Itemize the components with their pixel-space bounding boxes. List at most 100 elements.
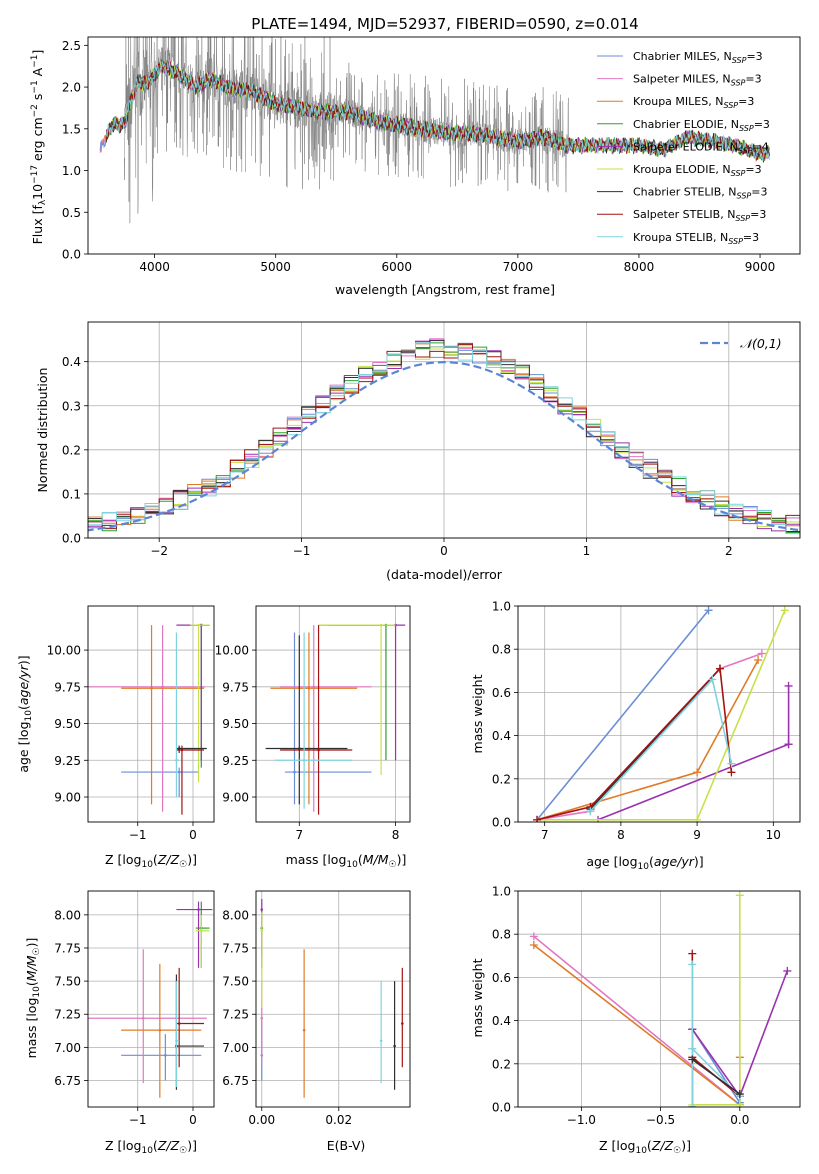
- mass_vs_Z-point-kroupa-elodie: [199, 929, 203, 933]
- spectrum-xlabel: wavelength [Angstrom, rest frame]: [335, 282, 555, 297]
- residuals-ytick-label: 0.0: [62, 532, 81, 546]
- agez-ylabel: age [log10(age/yr)]: [16, 655, 34, 772]
- massweight_vs_age-line-salpeter-elodie: [597, 743, 789, 821]
- residuals-xtick-label: −2: [150, 544, 168, 558]
- legend-label-salpeter-elodie: Salpeter ELODIE, NSSP=4: [633, 140, 769, 155]
- mass_vs_ebv-point-salpeter-elodie: [260, 908, 264, 911]
- mass_vs_Z-ytick-label: 6.75: [54, 1074, 81, 1088]
- spectrum-xtick-label: 6000: [382, 260, 413, 274]
- age_vs_Z-ytick-label: 9.00: [54, 791, 81, 805]
- massweight_vs_age-ytick-label: 0.2: [492, 772, 511, 786]
- spectrum-ytick-label: 0.0: [62, 248, 81, 262]
- massweight_vs_Z-marker-salpeter-stelib: [688, 949, 697, 958]
- spectrum-plot-area: [99, 37, 771, 224]
- resid-legend-label: 𝒩(0,1): [740, 336, 782, 351]
- resid-legend: 𝒩(0,1): [700, 336, 782, 351]
- age_vs_Z-point-kroupa-stelib: [175, 758, 178, 762]
- mass_vs_Z-ytick-label: 8.00: [54, 908, 81, 922]
- residuals-xtick-label: 0: [440, 544, 448, 558]
- massweight_vs_Z-ytick-label: 0.6: [492, 971, 511, 985]
- age_vs_mass-frame: [255, 605, 411, 823]
- massweight_vs_Z-ytick-label: 0.0: [492, 1101, 511, 1115]
- mass_vs_Z-ytick-label: 7.75: [54, 941, 81, 955]
- legend-label-salpeter-stelib: Salpeter STELIB, NSSP=3: [633, 208, 766, 223]
- massweight_vs_age-xtick-label: 10: [766, 828, 781, 842]
- age_vs_Z-plot-area: [88, 623, 210, 815]
- massweight_vs_age-marker-kroupa-miles: [693, 768, 702, 777]
- age_vs_Z-ytick-label: 9.50: [54, 717, 81, 731]
- spectrum-ylabel: Flux [fλ10−17 erg cm−2 s−1 A−1]: [30, 50, 48, 245]
- massweight_vs_age-marker-chabrier-miles: [704, 606, 713, 615]
- massweight_vs_Z-line-salpeter-miles: [533, 935, 741, 1106]
- massweight_vs_Z-marker-chabrier-stelib: [688, 1055, 697, 1064]
- mwage-ylabel: mass weight: [470, 674, 485, 753]
- age_vs_mass-point-kroupa-stelib: [302, 758, 306, 762]
- residuals-ytick-label: 0.3: [62, 399, 81, 413]
- massweight_vs_age-marker-salpeter-stelib: [715, 664, 724, 673]
- legend-label-salpeter-miles: Salpeter MILES, NSSP=3: [633, 73, 762, 88]
- legend-label-chabrier-stelib: Chabrier STELIB, NSSP=3: [633, 186, 767, 201]
- mass_vs_ebv-point-kroupa-elodie: [260, 929, 264, 933]
- ebv-xlabel: E(B-V): [327, 1138, 366, 1153]
- spectrum-ytick-label: 1.0: [62, 164, 81, 178]
- mass_vs_Z-point-salpeter-elodie: [197, 908, 200, 911]
- spectrum-data-line: [124, 37, 569, 224]
- massweight_vs_Z-marker-kroupa-stelib: [688, 1044, 697, 1053]
- mass_vs_Z-axes: −1 0 6.75 7.00 7.25 7.50 7.75 8.00: [54, 891, 214, 1127]
- mass_vs_ebv-frame: [255, 890, 411, 1108]
- massweight_vs_age-marker-salpeter-miles: [757, 649, 766, 658]
- massweight_vs_age-marker-kroupa-stelib: [586, 807, 595, 816]
- resid-xlabel: (data-model)/error: [386, 567, 503, 582]
- massweight_vs_age-ytick-label: 1.0: [492, 600, 511, 614]
- massweight_vs_age-ytick-label: 0.4: [492, 729, 511, 743]
- age_vs_Z-ytick-label: 10.00: [47, 644, 81, 658]
- massweight_vs_Z-frame: [517, 890, 801, 1108]
- spectrum-axes: 4000 5000 6000 7000 8000 9000 0.0 0.5 1.0 1.5 2.0 2…: [62, 39, 775, 274]
- age_vs_Z-frame: [87, 605, 215, 823]
- spectrum-ytick-label: 2.0: [62, 81, 81, 95]
- mwage-xlabel: age [log10(age/yr)]: [586, 854, 703, 872]
- age_vs_mass-ytick-label: 9.00: [222, 791, 249, 805]
- mass_vs_Z-xtick-label: −1: [129, 1113, 147, 1127]
- massweight_vs_Z-marker-salpeter-miles: [529, 932, 538, 941]
- residuals-xtick-label: −1: [293, 544, 311, 558]
- spectrum-model-salpeter-stelib: [105, 60, 770, 163]
- mass_vs_ebv-ytick-label: 7.75: [222, 941, 249, 955]
- mass_vs_Z-point-salpeter-miles: [141, 1016, 145, 1020]
- age_vs_mass-ytick-label: 9.25: [222, 754, 249, 768]
- spectrum-ytick-label: 1.5: [62, 122, 81, 136]
- massweight_vs_age-marker-kroupa-miles: [754, 656, 763, 664]
- massweight_vs_age-marker-salpeter-stelib: [533, 815, 542, 822]
- residuals-xtick-label: 1: [583, 544, 591, 558]
- age_vs_Z-ytick-label: 9.25: [54, 754, 81, 768]
- massweight_vs_Z-marker-kroupa-stelib: [688, 960, 697, 969]
- massweight_vs_age-xtick-label: 7: [541, 828, 549, 842]
- mass_vs_ebv-ytick-label: 6.75: [222, 1074, 249, 1088]
- massweight_vs_Z-xtick-label: −0.5: [646, 1113, 675, 1127]
- mass_vs_Z-ytick-label: 7.50: [54, 975, 81, 989]
- legend-label-kroupa-elodie: Kroupa ELODIE, NSSP=3: [633, 163, 762, 178]
- massweight_vs_age-frame: [517, 605, 801, 823]
- massweight_vs_Z-line-kroupa-miles: [533, 944, 741, 1106]
- massweight_vs_Z-ytick-label: 0.8: [492, 928, 511, 942]
- age_vs_mass-point-chabrier-miles: [293, 770, 296, 774]
- massweight_vs_age-marker-kroupa-stelib: [708, 675, 717, 684]
- mass_vs_Z-ytick-label: 7.00: [54, 1041, 81, 1055]
- spectrum-title: PLATE=1494, MJD=52937, FIBERID=0590, z=0…: [251, 15, 638, 33]
- residuals-frame: [87, 321, 801, 539]
- massweight_vs_age-marker-salpeter-stelib: [727, 768, 736, 777]
- massweight_vs_Z-marker-chabrier-stelib: [735, 1090, 744, 1099]
- mass_vs_ebv-plot-area: [260, 898, 404, 1098]
- age_vs_Z-point-salpeter-miles: [161, 685, 164, 689]
- residuals-ytick-label: 0.4: [62, 355, 81, 369]
- mass_vs_ebv-ytick-label: 7.00: [222, 1041, 249, 1055]
- massweight_vs_age-xtick-label: 8: [617, 828, 625, 842]
- age_vs_Z-point-chabrier-miles: [177, 770, 181, 774]
- agemass-xlabel: mass [log10(M/M☉)]: [286, 852, 407, 870]
- mass_vs_Z-plot-area: [88, 901, 213, 1098]
- residuals-xtick-label: 2: [725, 544, 733, 558]
- resid-hist-salpeter-stelib: [88, 344, 800, 535]
- age_vs_Z-point-salpeter-stelib: [180, 748, 184, 752]
- massweight_vs_Z-marker-kroupa-elodie: [735, 1100, 744, 1107]
- agez-xlabel: Z [log10(Z/Z☉)]: [105, 852, 197, 870]
